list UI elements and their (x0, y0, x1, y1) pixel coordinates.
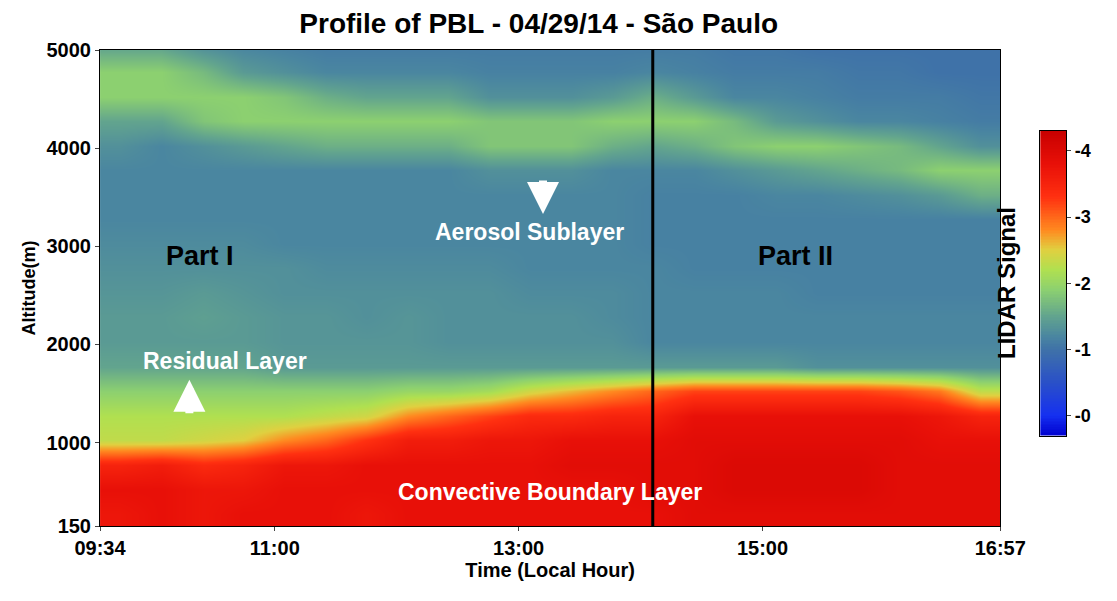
svg-text:13:00: 13:00 (493, 537, 544, 559)
svg-text:15:00: 15:00 (737, 537, 788, 559)
svg-text:-1: -1 (1075, 340, 1091, 360)
svg-text:1000: 1000 (47, 432, 92, 454)
svg-text:Time (Local Hour): Time (Local Hour) (465, 559, 635, 581)
svg-text:-4: -4 (1075, 141, 1091, 161)
svg-text:2000: 2000 (47, 333, 92, 355)
svg-text:Part II: Part II (758, 241, 833, 271)
svg-text:09:34: 09:34 (74, 537, 126, 559)
svg-text:11:00: 11:00 (250, 537, 300, 559)
svg-text:Altitude(m): Altitude(m) (19, 241, 39, 336)
svg-text:4000: 4000 (47, 137, 92, 159)
svg-text:Profile of PBL - 04/29/14 - Sã: Profile of PBL - 04/29/14 - São Paulo (299, 8, 778, 39)
svg-text:LIDAR Signal: LIDAR Signal (993, 207, 1020, 359)
svg-text:16:57: 16:57 (975, 537, 1026, 559)
svg-text:-2: -2 (1075, 274, 1091, 294)
svg-text:5000: 5000 (47, 39, 92, 61)
svg-text:150: 150 (58, 515, 91, 537)
svg-text:3000: 3000 (47, 235, 92, 257)
svg-text:-0: -0 (1075, 406, 1091, 426)
svg-text:Convective Boundary Layer: Convective Boundary Layer (398, 479, 702, 505)
svg-text:Residual Layer: Residual Layer (143, 348, 307, 374)
svg-text:-3: -3 (1075, 207, 1091, 227)
svg-text:Aerosol Sublayer: Aerosol Sublayer (435, 219, 624, 245)
svg-text:Part I: Part I (166, 241, 234, 271)
